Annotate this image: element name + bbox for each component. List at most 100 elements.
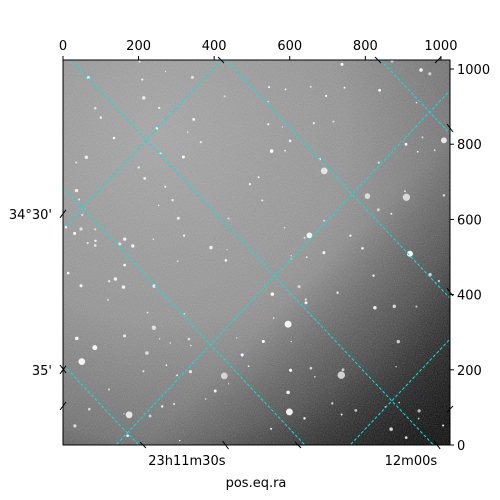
- star: [269, 149, 274, 153]
- plot-frame: [62, 59, 451, 446]
- star: [152, 284, 156, 288]
- star: [341, 368, 345, 372]
- star: [372, 274, 375, 277]
- star: [240, 353, 244, 357]
- star: [373, 306, 377, 310]
- star: [290, 340, 292, 343]
- ra-tick-mark: [433, 440, 441, 450]
- star: [227, 383, 230, 385]
- world-edge-tick: [446, 287, 454, 297]
- star: [306, 232, 313, 239]
- star: [94, 107, 97, 110]
- star: [261, 339, 265, 343]
- star: [416, 150, 419, 153]
- world-edge-tick: [59, 401, 67, 411]
- star: [220, 372, 228, 380]
- star: [290, 255, 292, 257]
- star: [361, 246, 364, 250]
- star: [267, 100, 269, 103]
- star: [303, 236, 306, 239]
- star: [188, 370, 193, 374]
- star: [404, 436, 408, 439]
- dec-grid-line: [349, 338, 450, 445]
- star: [349, 234, 352, 237]
- ra-tick-label: 23h11m30s: [148, 454, 226, 469]
- sky-image: [63, 60, 450, 445]
- star: [158, 338, 161, 340]
- star: [165, 364, 168, 367]
- star: [226, 249, 228, 251]
- star: [402, 193, 411, 201]
- top-tick-label: 200: [126, 39, 151, 54]
- star: [267, 123, 270, 126]
- star: [270, 292, 275, 296]
- star: [164, 70, 167, 73]
- star: [164, 185, 167, 188]
- top-tick-label: 0: [59, 39, 67, 54]
- star: [322, 251, 326, 255]
- star: [143, 176, 147, 180]
- star: [123, 237, 127, 241]
- ra-tick-mark: [222, 440, 229, 450]
- star: [213, 389, 217, 393]
- coordinate-grid: [63, 60, 450, 445]
- star: [378, 88, 382, 92]
- star: [285, 408, 293, 416]
- right-tick-label: 0: [457, 439, 465, 454]
- star: [376, 208, 380, 212]
- ra-grid-line: [63, 187, 306, 445]
- star-field: [64, 60, 447, 442]
- star: [187, 337, 191, 341]
- star: [99, 116, 103, 119]
- star: [415, 101, 418, 104]
- star: [84, 155, 89, 159]
- star: [131, 244, 135, 248]
- star: [398, 401, 401, 404]
- star: [305, 256, 308, 259]
- star: [125, 411, 133, 419]
- star: [73, 424, 77, 428]
- star: [257, 176, 260, 179]
- star: [107, 299, 109, 301]
- star: [183, 312, 186, 315]
- star: [297, 285, 301, 289]
- star: [354, 408, 358, 412]
- star: [390, 212, 393, 215]
- star: [421, 136, 424, 139]
- star: [88, 407, 91, 411]
- star: [303, 417, 306, 420]
- top-tick-label: 1000: [424, 39, 457, 54]
- star: [284, 149, 287, 152]
- right-tick-label: 400: [457, 289, 482, 304]
- star: [247, 365, 250, 368]
- star: [272, 317, 275, 319]
- star: [73, 231, 77, 235]
- star: [440, 137, 447, 144]
- star: [288, 139, 292, 143]
- star: [304, 301, 308, 305]
- star: [323, 219, 326, 222]
- pixel-x-axis-top: 0 200 400 600 800 1000: [59, 39, 457, 60]
- star: [178, 439, 181, 442]
- world-edge-tick: [139, 441, 147, 449]
- world-edge-tick: [434, 56, 442, 64]
- star: [148, 414, 152, 418]
- world-edge-tick: [374, 56, 382, 64]
- star: [176, 216, 180, 220]
- star: [190, 75, 194, 79]
- star: [309, 366, 313, 370]
- star: [331, 402, 334, 405]
- star: [66, 271, 70, 275]
- star: [187, 131, 189, 133]
- star: [92, 345, 98, 351]
- world-edge-tick: [217, 56, 225, 64]
- world-edge-tick: [59, 364, 67, 374]
- star: [123, 263, 126, 267]
- star: [81, 213, 84, 216]
- star: [340, 413, 343, 416]
- star: [223, 95, 226, 98]
- right-tick-label: 1000: [457, 63, 490, 78]
- star: [403, 190, 406, 193]
- star: [123, 334, 127, 338]
- star: [74, 188, 79, 193]
